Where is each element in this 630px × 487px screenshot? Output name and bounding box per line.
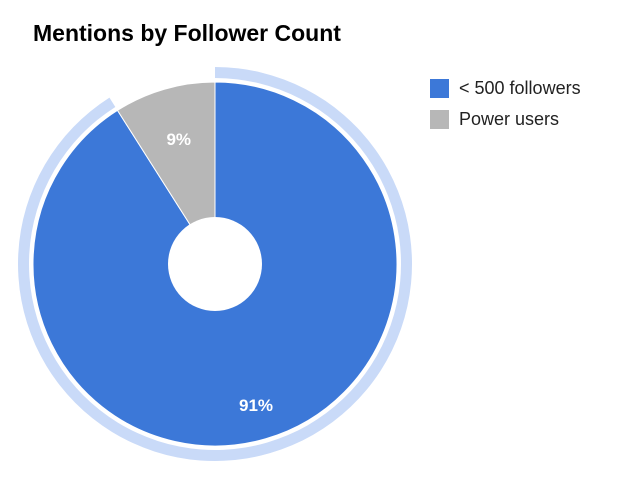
legend-swatch-power-users xyxy=(430,109,449,129)
slice-label-followers: 91% xyxy=(239,396,273,415)
legend-label-power-users: Power users xyxy=(459,108,560,129)
legend-swatch-followers xyxy=(430,78,449,98)
slice-label-power-users: 9% xyxy=(166,130,191,149)
pie-slice-power-users[interactable] xyxy=(116,81,216,266)
legend-label-followers: < 500 followers xyxy=(459,77,581,98)
legend-item-power-users[interactable]: Power users xyxy=(430,108,581,130)
legend-item-followers[interactable]: < 500 followers xyxy=(430,77,581,99)
chart-title: Mentions by Follower Count xyxy=(33,20,341,46)
legend: < 500 followers Power users xyxy=(430,77,581,139)
donut-hole xyxy=(168,217,262,311)
